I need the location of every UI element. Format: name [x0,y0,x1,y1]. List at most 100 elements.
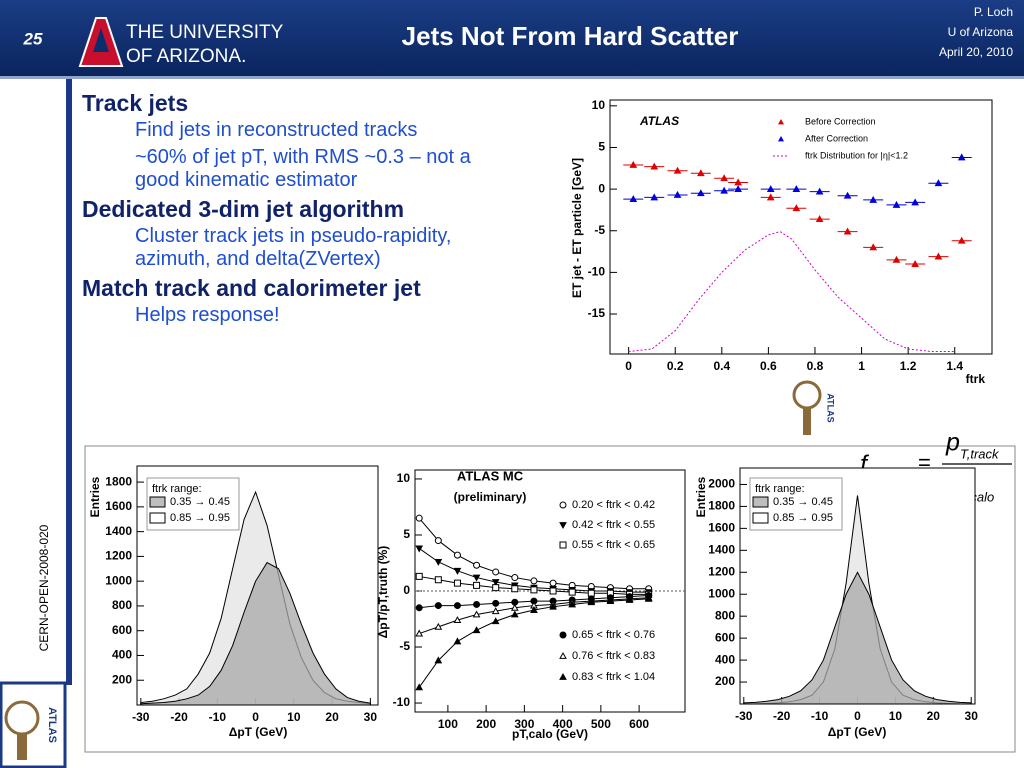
marker [415,572,423,580]
marker [892,200,901,208]
y-tick-label: -5 [399,639,410,653]
y-tick-label: 600 [715,630,735,644]
marker [911,260,919,267]
marker [568,588,576,596]
marker [415,604,423,612]
marker [957,236,966,244]
histogram-area [140,561,371,706]
x-tick-label: 10 [889,709,903,723]
y-axis-label: ΔpT/pT,truth (%) [376,546,390,639]
legend-label: 0.85 → 0.95 [773,512,833,524]
marker [472,610,481,618]
marker [434,656,443,664]
marker [510,610,519,618]
x-tick-label: 10 [287,710,301,724]
marker [644,594,653,602]
marker [892,255,901,263]
marker [492,584,500,592]
marker [511,585,519,593]
x-tick-label: 30 [965,709,979,723]
marker [587,598,596,606]
chart-title: ATLAS MC [457,468,524,483]
marker [453,567,462,575]
marker [511,574,519,581]
sub-bullet: Helps response! [135,304,280,326]
y-tick-label: 1000 [105,573,132,587]
y-tick-label: -5 [594,223,605,237]
y-tick-label: 1200 [105,549,132,563]
formula-lhs: f [860,451,870,479]
author: P. Loch [974,5,1013,19]
y-tick-label: 2000 [708,477,735,491]
marker [696,169,705,177]
marker [792,185,801,193]
y-tick-label: 200 [112,672,132,686]
x-tick-label: -20 [773,709,791,723]
marker [625,595,634,603]
marker [434,576,442,584]
bullet: Track jets [82,90,189,116]
globe [792,380,822,410]
marker [453,551,461,559]
legend-label: 0.35 → 0.45 [170,496,230,508]
marker [587,589,595,597]
marker [650,162,659,170]
date: April 20, 2010 [939,45,1013,59]
y-tick-label: 1600 [105,499,132,513]
marker [472,574,481,582]
marker [473,581,481,589]
bullet-list: Track jets Find jets in reconstructed tra… [82,88,522,331]
marker [453,637,462,645]
chart: -30 -20 -10 0 10 20 30 200 400 600 800 1000 1200 1400… [694,467,979,739]
slide-title: Jets Not From Hard Scatter [402,21,739,51]
marker [511,598,519,606]
marker [434,622,443,630]
marker [766,185,775,193]
legend-swatch [559,522,567,530]
marker [673,190,682,198]
marker [568,600,577,608]
x-tick-label: 1.2 [900,359,917,373]
marker [549,602,557,610]
x-tick-label: -30 [132,710,150,724]
sub-bullet: ~60% of jet pT, with RMS ~0.3 – not a go… [135,146,471,191]
marker [415,629,424,637]
x-tick-label: 20 [325,710,339,724]
x-tick-label: 0.6 [760,359,777,373]
legend-label: 0.65 < ftrk < 0.76 [572,629,655,641]
atlas-logo: ATLAS [792,380,836,435]
y-tick-label: 10 [397,471,411,485]
marker [491,617,500,625]
marker [815,215,824,222]
legend-label: Before Correction [805,116,876,126]
x-tick-label: 600 [629,717,649,731]
legend-swatch [559,501,567,509]
legend-label: 0.20 < ftrk < 0.42 [572,499,655,511]
x-tick-label: -30 [735,709,753,723]
sub-bullet: Find jets in reconstructed tracks [135,119,418,141]
marker [530,586,538,594]
header-rule [0,76,1024,79]
legend-swatch [559,631,567,639]
marker [491,607,500,615]
marker [492,568,500,576]
marker [650,193,659,201]
y-axis-label: Entries [88,476,102,517]
marker [629,195,638,203]
x-tick-label: 30 [364,710,378,724]
atlas-logo: ATLAS [4,700,58,760]
y-tick-label: 800 [715,608,735,622]
marker [549,587,557,595]
chart: 0 0.2 0.4 0.6 0.8 1 1.2 1.4 -15 -10 -5 0 5 10 ftrk ET j… [570,98,993,386]
marker [869,195,878,203]
x-axis-label: ΔpT (GeV) [828,725,887,739]
legend-swatch [149,496,166,508]
x-tick-label: 1.4 [946,359,963,373]
atlas-logo-text: ATLAS [46,707,58,743]
chart-title: ATLAS [639,114,679,128]
marker [415,683,424,691]
logo-text: OF ARIZONA. [126,46,246,67]
y-tick-label: 600 [112,623,132,637]
y-tick-label: 1800 [708,499,735,513]
